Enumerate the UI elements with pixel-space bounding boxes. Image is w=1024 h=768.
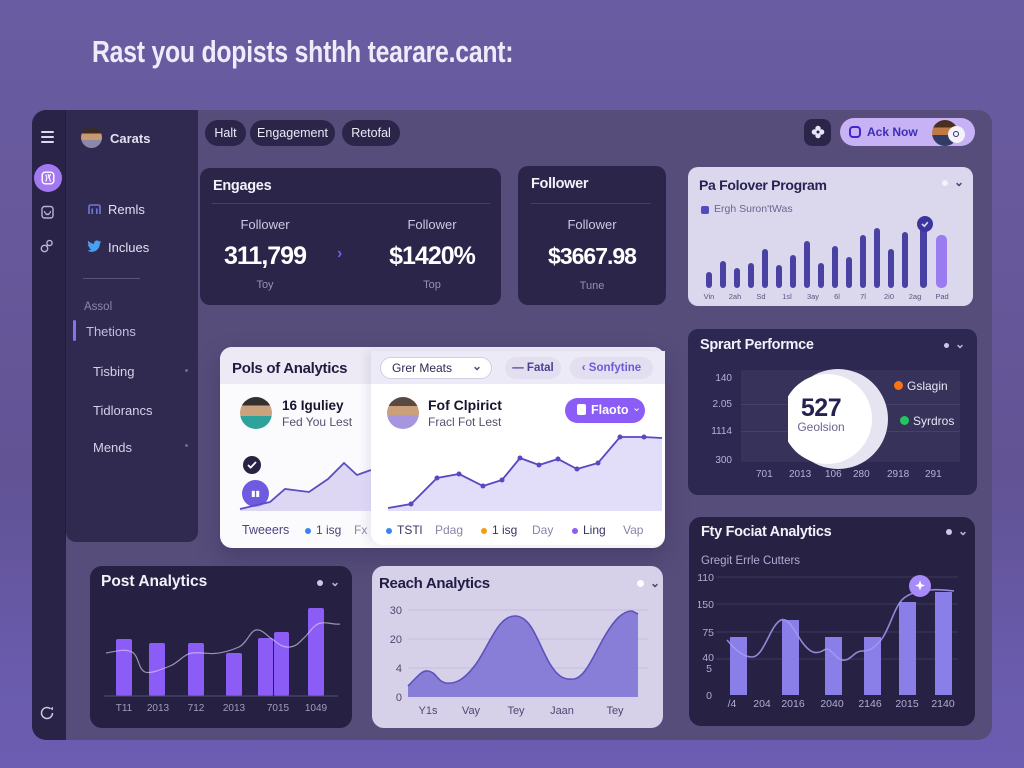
svg-text:1049: 1049 — [305, 703, 328, 714]
svg-text:T11: T11 — [116, 703, 133, 714]
svg-text:6l: 6l — [834, 292, 840, 301]
svg-text:Vay: Vay — [462, 705, 481, 717]
svg-text:2i0: 2i0 — [884, 292, 894, 301]
svg-text:Pad: Pad — [935, 292, 948, 301]
svg-text:2015: 2015 — [895, 698, 919, 710]
svg-text:0: 0 — [396, 692, 402, 704]
svg-text:3ay: 3ay — [807, 292, 819, 301]
svg-text:2146: 2146 — [858, 698, 882, 710]
svg-text:5: 5 — [706, 663, 712, 675]
svg-text:2040: 2040 — [820, 698, 844, 710]
svg-text:1sl: 1sl — [782, 292, 792, 301]
svg-text:30: 30 — [390, 605, 402, 617]
svg-text:110: 110 — [698, 572, 714, 584]
svg-text:4: 4 — [396, 663, 402, 675]
svg-text:Y1s: Y1s — [419, 705, 438, 717]
svg-text:Vin: Vin — [704, 292, 715, 301]
svg-text:7015: 7015 — [267, 703, 290, 714]
svg-text:2ah: 2ah — [729, 292, 742, 301]
svg-text:75: 75 — [702, 627, 714, 639]
svg-text:0: 0 — [706, 690, 712, 702]
svg-text:150: 150 — [698, 599, 714, 611]
svg-text:/4: /4 — [728, 698, 737, 710]
svg-text:2016: 2016 — [781, 698, 805, 710]
svg-text:40: 40 — [702, 652, 714, 664]
svg-text:Jaan: Jaan — [550, 705, 574, 717]
svg-text:2013: 2013 — [147, 703, 170, 714]
svg-text:712: 712 — [188, 703, 205, 714]
svg-text:2140: 2140 — [931, 698, 955, 710]
svg-text:20: 20 — [390, 634, 402, 646]
svg-text:Sd: Sd — [756, 292, 765, 301]
svg-text:2013: 2013 — [223, 703, 246, 714]
svg-text:Tey: Tey — [507, 705, 525, 717]
svg-text:7l: 7l — [860, 292, 866, 301]
svg-text:Tey: Tey — [606, 705, 624, 717]
svg-text:204: 204 — [753, 698, 771, 710]
svg-text:2ag: 2ag — [909, 292, 922, 301]
